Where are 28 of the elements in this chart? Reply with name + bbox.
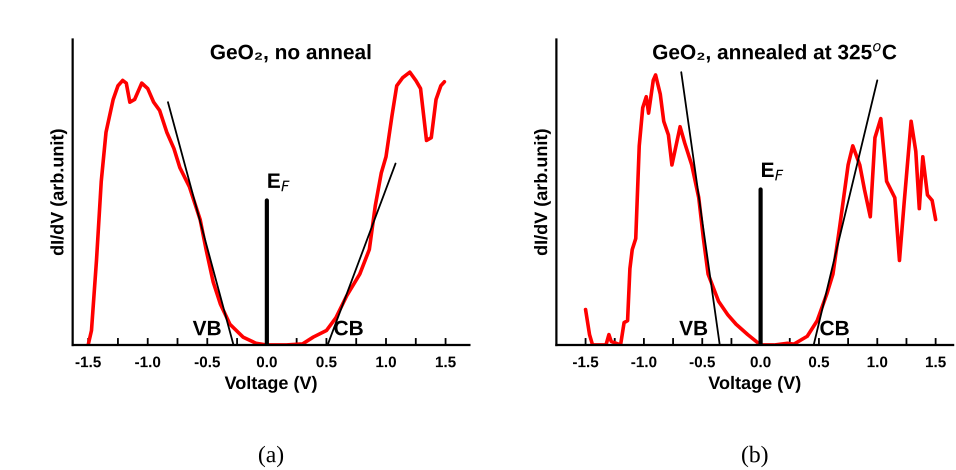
series-label: E$_{F}$: [268, 174, 290, 192]
x-tick-label: -0.5: [194, 356, 220, 368]
x-tick-label: 1.5: [436, 356, 456, 368]
series-label: CB: [334, 320, 363, 336]
y-axis-title: dI/dV (arb.unit): [534, 129, 551, 256]
x-tick-label: 1.5: [926, 356, 946, 368]
series-label: E$_{F}$: [762, 162, 784, 180]
x-tick-label: 0.5: [316, 356, 337, 368]
x-tick-label: -1.0: [631, 356, 656, 368]
x-axis-title: Voltage (V): [224, 376, 317, 393]
x-tick-label: 0.5: [808, 356, 830, 368]
x-tick-label: 1.0: [868, 356, 888, 368]
x-tick-label: -1.0: [135, 356, 160, 368]
chart-title: GeO₂, no anneal: [210, 44, 370, 62]
series-label: VB: [192, 320, 221, 336]
series-label: CB: [820, 320, 849, 336]
x-tick-label: -1.5: [573, 356, 598, 368]
x-tick-label: -0.5: [690, 356, 715, 368]
text: (a): [258, 446, 284, 468]
x-tick-label: 0.0: [256, 356, 277, 368]
x-tick-label: 0.0: [750, 356, 771, 368]
chart-title: GeO₂, annealed at 325$^{o}$C: [653, 43, 896, 62]
x-tick-label: -1.5: [76, 356, 101, 368]
x-tick-label: 1.0: [376, 356, 396, 368]
series-label: VB: [679, 320, 708, 336]
text: (b): [742, 446, 768, 468]
x-axis-title: Voltage (V): [708, 376, 800, 393]
y-axis-title: dI/dV (arb.unit): [50, 129, 68, 256]
